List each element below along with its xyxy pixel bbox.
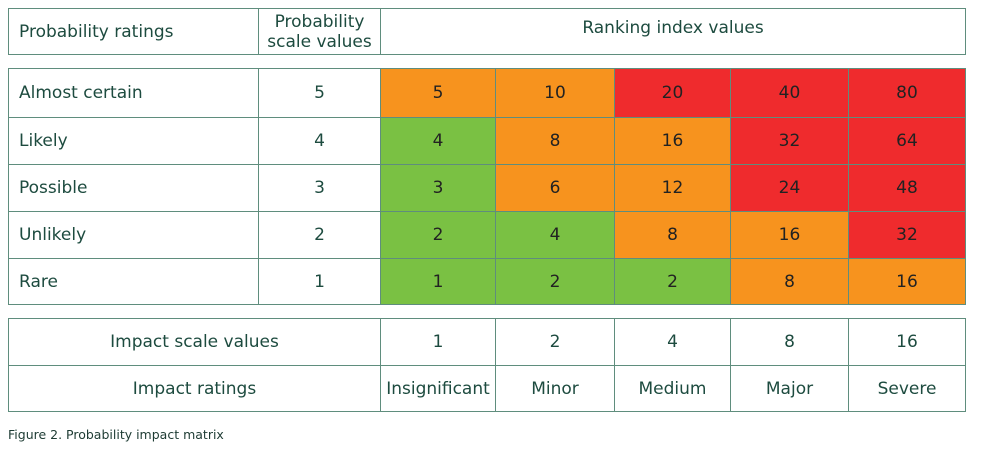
caption: Figure 2. Probability impact matrix <box>8 427 224 442</box>
impact-rating: Minor <box>495 365 615 412</box>
ranking-cell: 1 <box>380 258 496 305</box>
ranking-cell: 6 <box>495 164 615 212</box>
ranking-cell: 2 <box>380 211 496 259</box>
impact-label: Impact scale values <box>8 318 381 366</box>
ranking-cell: 32 <box>730 117 849 165</box>
ranking-cell: 32 <box>848 211 966 259</box>
impact-rating: Severe <box>848 365 966 412</box>
ranking-cell: 2 <box>614 258 731 305</box>
ranking-cell: 80 <box>848 68 966 118</box>
ranking-cell: 8 <box>495 117 615 165</box>
impact-scale: 4 <box>614 318 731 366</box>
scale-value: 4 <box>258 117 381 165</box>
ranking-cell: 64 <box>848 117 966 165</box>
impact-scale: 1 <box>380 318 496 366</box>
row-label: Rare <box>8 258 259 305</box>
impact-label: Impact ratings <box>8 365 381 412</box>
ranking-cell: 4 <box>495 211 615 259</box>
impact-rating: Insignificant <box>380 365 496 412</box>
scale-value: 1 <box>258 258 381 305</box>
scale-value: 2 <box>258 211 381 259</box>
ranking-cell: 2 <box>495 258 615 305</box>
ranking-cell: 8 <box>730 258 849 305</box>
scale-value: 5 <box>258 68 381 118</box>
row-label: Almost certain <box>8 68 259 118</box>
impact-rating: Medium <box>614 365 731 412</box>
ranking-cell: 24 <box>730 164 849 212</box>
ranking-cell: 16 <box>614 117 731 165</box>
ranking-cell: 3 <box>380 164 496 212</box>
ranking-cell: 20 <box>614 68 731 118</box>
ranking-cell: 48 <box>848 164 966 212</box>
ranking-cell: 12 <box>614 164 731 212</box>
ranking-cell: 40 <box>730 68 849 118</box>
header-cell: Ranking index values <box>380 8 966 55</box>
row-label: Unlikely <box>8 211 259 259</box>
ranking-cell: 16 <box>730 211 849 259</box>
impact-scale: 16 <box>848 318 966 366</box>
impact-scale: 8 <box>730 318 849 366</box>
ranking-cell: 8 <box>614 211 731 259</box>
ranking-cell: 5 <box>380 68 496 118</box>
header-cell: Probability ratings <box>8 8 259 55</box>
impact-rating: Major <box>730 365 849 412</box>
impact-scale: 2 <box>495 318 615 366</box>
scale-value: 3 <box>258 164 381 212</box>
row-label: Likely <box>8 117 259 165</box>
ranking-cell: 4 <box>380 117 496 165</box>
row-label: Possible <box>8 164 259 212</box>
header-cell: Probability scale values <box>258 8 381 55</box>
ranking-cell: 10 <box>495 68 615 118</box>
ranking-cell: 16 <box>848 258 966 305</box>
